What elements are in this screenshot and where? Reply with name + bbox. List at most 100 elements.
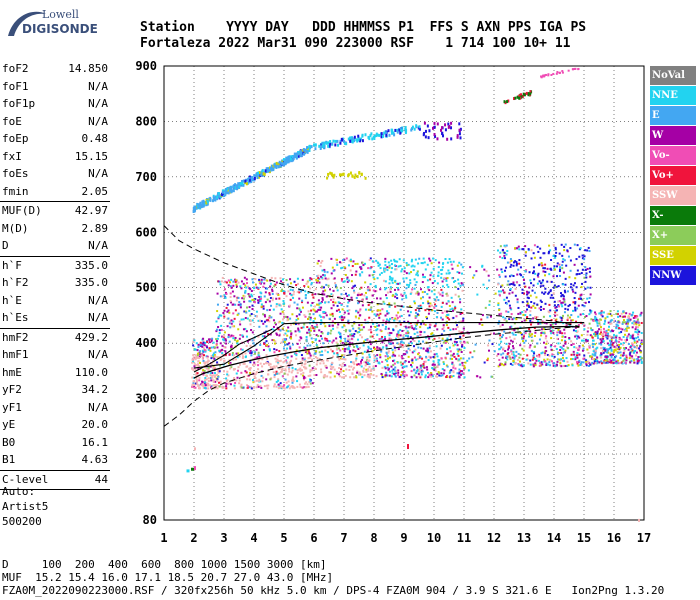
param-value: 14.850 bbox=[68, 62, 108, 75]
echo-point bbox=[201, 349, 204, 352]
echo-point bbox=[590, 318, 593, 321]
echo-point bbox=[574, 306, 577, 309]
echo-point bbox=[511, 329, 514, 332]
echo-point bbox=[531, 358, 534, 361]
echo-point bbox=[626, 335, 629, 338]
echo-point bbox=[388, 370, 391, 373]
echo-point bbox=[270, 164, 273, 168]
echo-point bbox=[517, 268, 520, 271]
echo-point bbox=[414, 322, 417, 325]
echo-point bbox=[389, 317, 392, 320]
echo-point bbox=[342, 369, 345, 372]
echo-point bbox=[326, 278, 329, 281]
echo-point bbox=[585, 338, 588, 341]
echo-point bbox=[403, 375, 406, 378]
echo-point bbox=[397, 330, 400, 333]
echo-point bbox=[610, 344, 613, 347]
echo-point bbox=[507, 310, 510, 313]
echo-point bbox=[216, 346, 219, 349]
echo-point bbox=[492, 332, 495, 335]
echo-point bbox=[268, 308, 271, 311]
echo-point bbox=[589, 286, 592, 289]
echo-point bbox=[225, 306, 228, 309]
echo-point bbox=[225, 191, 228, 195]
echo-point bbox=[332, 339, 335, 342]
echo-point bbox=[291, 313, 294, 316]
echo-point bbox=[604, 331, 607, 334]
echo-point bbox=[554, 319, 557, 322]
echo-point bbox=[620, 312, 623, 315]
echo-point bbox=[396, 316, 399, 319]
echo-point bbox=[215, 362, 218, 365]
echo-point bbox=[595, 347, 598, 350]
echo-point bbox=[366, 349, 369, 352]
echo-point bbox=[249, 300, 252, 303]
echo-point bbox=[235, 352, 238, 355]
echo-point bbox=[450, 369, 453, 372]
echo-point bbox=[289, 157, 292, 161]
echo-point bbox=[389, 276, 392, 279]
echo-point bbox=[199, 352, 202, 355]
echo-point bbox=[486, 357, 489, 360]
echo-point bbox=[338, 375, 341, 378]
echo-point bbox=[559, 331, 562, 334]
echo-point bbox=[512, 281, 515, 284]
echo-point bbox=[433, 356, 436, 359]
echo-point bbox=[446, 375, 449, 378]
echo-point bbox=[332, 355, 335, 358]
echo-point bbox=[430, 271, 433, 274]
echo-point bbox=[371, 260, 374, 263]
echo-point bbox=[425, 357, 428, 360]
echo-point bbox=[576, 362, 579, 365]
echo-point bbox=[314, 351, 317, 354]
echo-point bbox=[307, 328, 310, 331]
legend-item-x-: X+ bbox=[650, 226, 696, 245]
echo-point bbox=[403, 320, 406, 323]
echo-point bbox=[248, 177, 251, 181]
echo-point bbox=[367, 328, 370, 331]
echo-point bbox=[602, 350, 605, 353]
echo-point bbox=[191, 358, 194, 361]
echo-point bbox=[552, 72, 555, 75]
echo-point bbox=[308, 316, 311, 319]
echo-point bbox=[265, 362, 268, 365]
echo-point bbox=[407, 444, 409, 450]
echo-point bbox=[614, 361, 617, 364]
echo-point bbox=[228, 353, 231, 356]
echo-point bbox=[401, 362, 404, 365]
echo-point bbox=[526, 308, 529, 311]
echo-point bbox=[241, 181, 244, 185]
echo-point bbox=[307, 385, 310, 388]
echo-point bbox=[631, 349, 634, 352]
echo-point bbox=[397, 288, 400, 291]
echo-point bbox=[596, 324, 599, 327]
echo-point bbox=[286, 347, 289, 350]
echo-point bbox=[387, 332, 390, 335]
echo-point bbox=[401, 372, 404, 375]
echo-point bbox=[506, 261, 509, 264]
echo-point bbox=[398, 282, 401, 285]
echo-point bbox=[397, 287, 400, 290]
echo-point bbox=[549, 309, 552, 312]
echo-point bbox=[255, 315, 258, 318]
echo-point bbox=[458, 358, 461, 361]
echo-point bbox=[615, 323, 618, 326]
echo-point bbox=[416, 313, 419, 316]
echo-point bbox=[339, 287, 342, 290]
footer-distance: D 100 200 400 600 800 1000 1500 3000 [km… bbox=[2, 558, 327, 571]
echo-point bbox=[416, 366, 419, 369]
echo-point bbox=[449, 376, 452, 379]
echo-point bbox=[610, 322, 613, 325]
echo-point bbox=[218, 314, 221, 317]
echo-point bbox=[417, 262, 420, 265]
param-name: h`F bbox=[2, 258, 22, 272]
echo-point bbox=[508, 283, 511, 286]
echo-point bbox=[212, 374, 215, 377]
echo-point bbox=[561, 71, 564, 74]
echo-point bbox=[242, 294, 245, 297]
echo-point bbox=[605, 361, 608, 364]
echo-point bbox=[323, 375, 326, 378]
echo-point bbox=[372, 374, 375, 377]
echo-point bbox=[433, 125, 436, 129]
echo-point bbox=[529, 319, 532, 322]
